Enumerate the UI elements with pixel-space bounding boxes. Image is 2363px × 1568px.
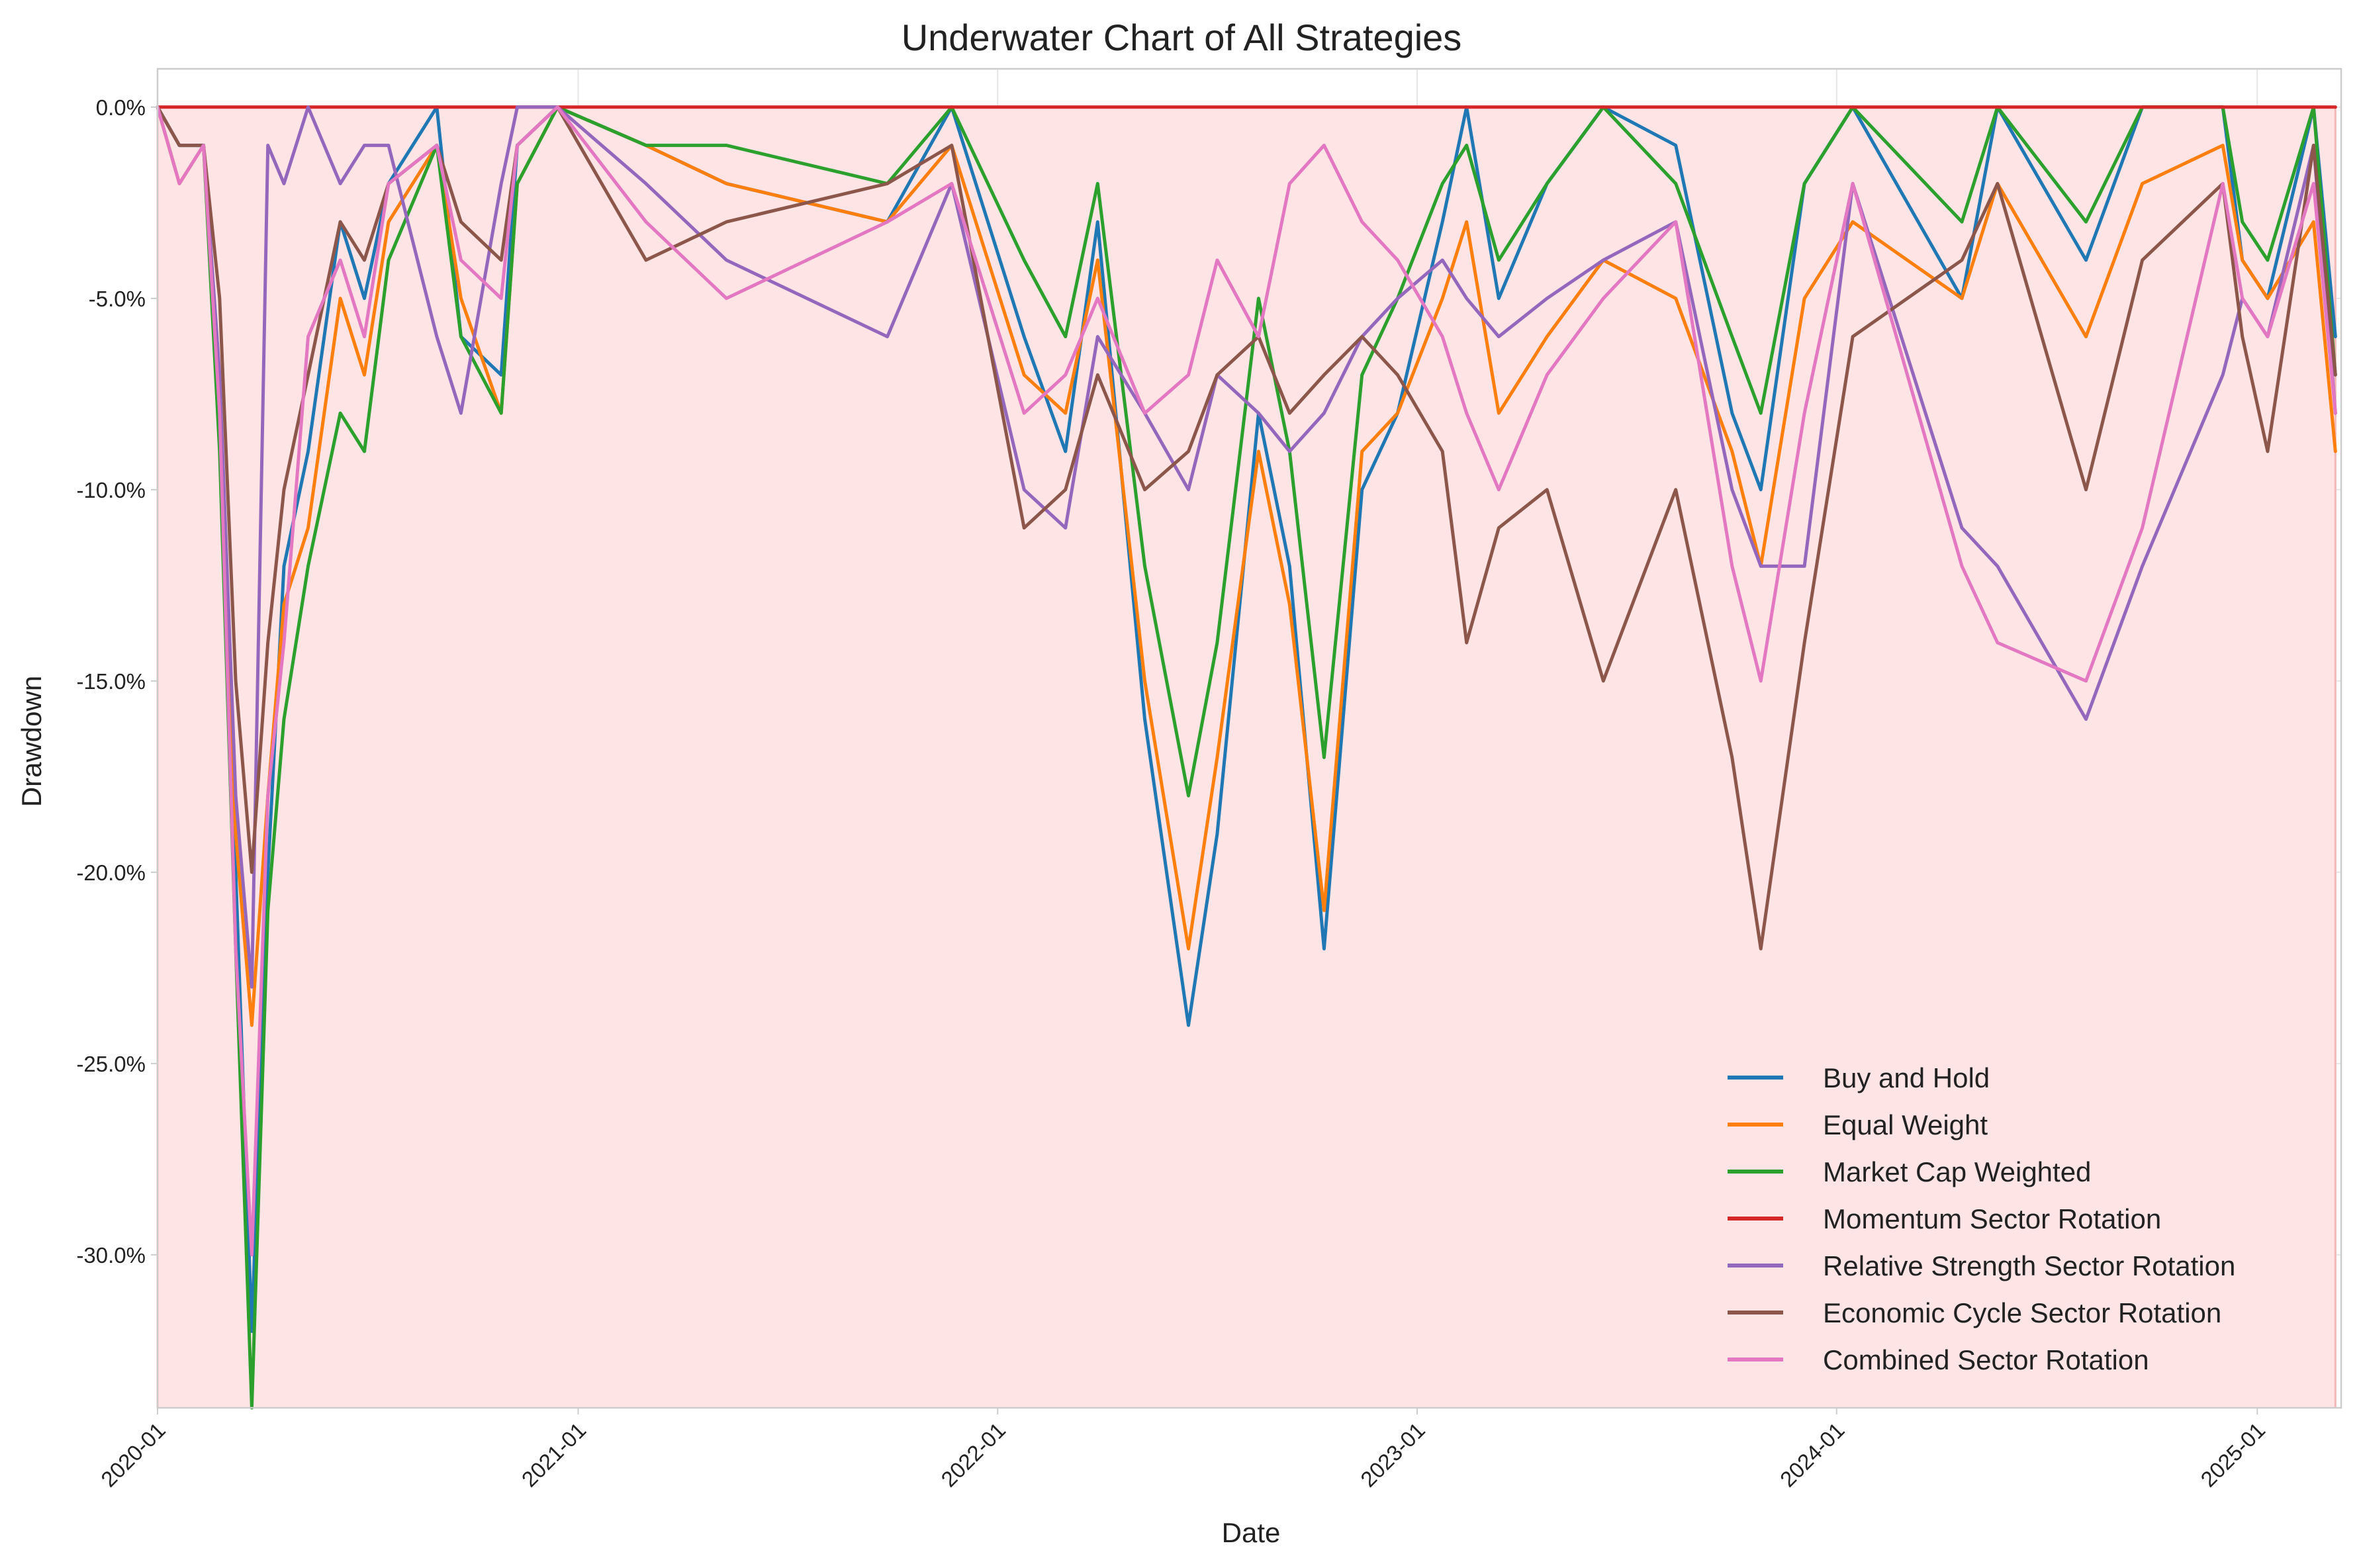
y-tick-label: -15.0% xyxy=(76,669,146,694)
chart-title: Underwater Chart of All Strategies xyxy=(902,17,1462,58)
y-tick-label: -30.0% xyxy=(76,1243,146,1268)
y-tick-label: -5.0% xyxy=(89,287,146,311)
legend: Buy and Hold Equal Weight Market Cap Weigh… xyxy=(1728,1062,2235,1375)
plot-frame xyxy=(156,68,2342,1409)
series-line-buy-and-hold xyxy=(156,105,2337,1333)
y-axis-label: Drawdown xyxy=(16,676,47,807)
plot-lines xyxy=(156,105,2337,1410)
series-line-economic-cycle-sector-rotation xyxy=(156,105,2337,950)
y-tick-label: -10.0% xyxy=(76,478,146,502)
legend-label-buy-and-hold: Buy and Hold xyxy=(1823,1062,1990,1093)
series-line-equal-weight xyxy=(156,105,2337,1027)
legend-label-equal-weight: Equal Weight xyxy=(1823,1109,1988,1140)
series-line-market-cap-weighted xyxy=(156,105,2337,1410)
y-tick-label: -20.0% xyxy=(76,860,146,885)
legend-label-momentum-sector-rotation: Momentum Sector Rotation xyxy=(1823,1203,2161,1234)
y-tick-label: -25.0% xyxy=(76,1052,146,1076)
x-axis-label: Date xyxy=(1222,1517,1281,1548)
legend-label-economic-cycle-sector-rotation: Economic Cycle Sector Rotation xyxy=(1823,1297,2221,1328)
drawdown-fill xyxy=(158,107,2336,1408)
legend-label-market-cap-weighted: Market Cap Weighted xyxy=(1823,1156,2091,1187)
series-line-relative-strength-sector-rotation xyxy=(156,105,2337,989)
legend-label-combined-sector-rotation: Combined Sector Rotation xyxy=(1823,1344,2149,1375)
y-tick-label: 0.0% xyxy=(96,95,146,120)
legend-label-relative-strength-sector-rotation: Relative Strength Sector Rotation xyxy=(1823,1250,2235,1281)
series-line-combined-sector-rotation xyxy=(156,105,2337,1257)
